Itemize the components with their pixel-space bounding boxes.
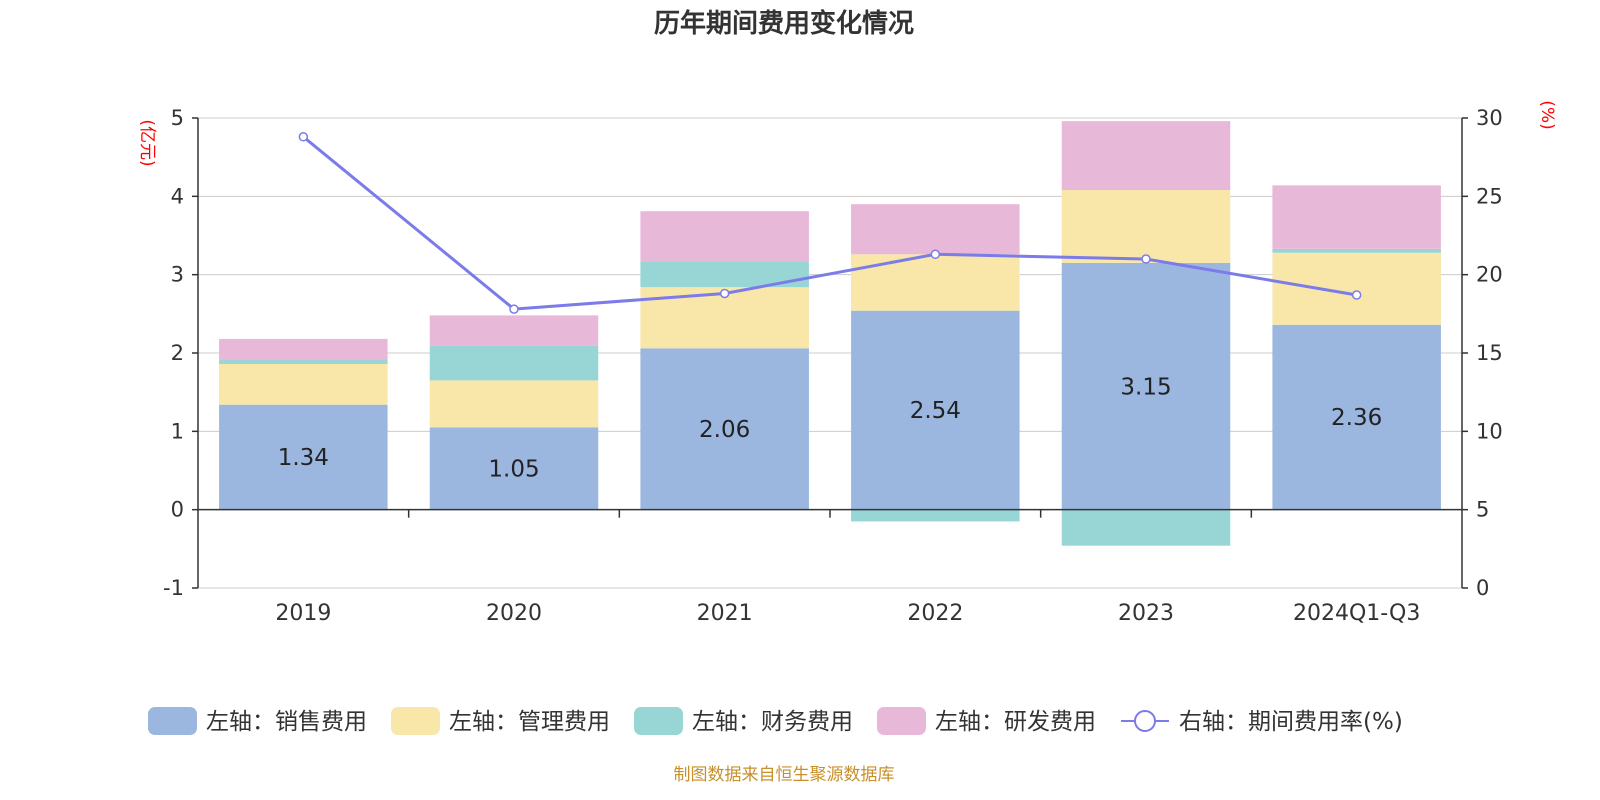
legend-label: 左轴：财务费用 <box>692 709 853 735</box>
rate-point <box>509 304 519 314</box>
bar-segment <box>1061 262 1231 510</box>
bar-segment <box>1061 509 1231 546</box>
data-label: 3.15 <box>1120 374 1171 400</box>
bar-segment <box>429 315 599 346</box>
legend-swatch <box>391 707 440 735</box>
rate-point <box>930 249 941 260</box>
bar-segment <box>429 380 599 428</box>
legend: 左轴：销售费用 左轴：管理费用 左轴：财务费用 左轴：研发费用 右轴：期间费用率(%) <box>148 707 1403 735</box>
data-label: 2.06 <box>699 417 750 443</box>
bar-segment <box>1272 248 1441 253</box>
category-label: 2024Q1-Q3 <box>1293 601 1420 626</box>
category-label: 2023 <box>1118 601 1174 626</box>
right-tick-label: 15 <box>1476 341 1503 365</box>
rate-point <box>298 132 309 142</box>
bar-segment <box>1061 190 1231 263</box>
left-tick-label: 4 <box>171 184 184 208</box>
category-label: 2021 <box>697 601 753 626</box>
bar-segment <box>1272 252 1441 325</box>
data-label: 2.54 <box>910 398 961 424</box>
rate-line <box>298 132 1362 314</box>
category-label: 2022 <box>907 601 963 626</box>
legend-label: 右轴：期间费用率(%) <box>1179 709 1403 735</box>
data-labels: 1.34 1.05 2.06 2.54 3.15 2.36 <box>278 374 1383 482</box>
right-tick-label: 25 <box>1476 184 1503 208</box>
bar-segment <box>219 360 388 364</box>
right-tick-label: 5 <box>1476 498 1489 522</box>
category-label: 2020 <box>486 601 542 626</box>
left-tick-label: 1 <box>171 419 184 443</box>
bar-segment <box>429 427 599 510</box>
legend-label: 左轴：销售费用 <box>206 709 367 735</box>
chart-title: 历年期间费用变化情况 <box>654 8 914 39</box>
bar-segment <box>219 338 388 361</box>
rate-point <box>1351 290 1362 300</box>
bar-segment <box>851 254 1020 311</box>
data-label: 1.05 <box>488 457 539 483</box>
left-tick-label: -1 <box>163 576 184 600</box>
left-axis-unit: (亿元) <box>137 119 157 166</box>
rate-point <box>1141 254 1151 264</box>
rate-point <box>719 288 730 299</box>
right-tick-label: 20 <box>1476 263 1503 287</box>
legend-line-marker <box>1134 710 1156 732</box>
data-label: 2.36 <box>1331 405 1382 431</box>
legend-swatch <box>877 707 926 735</box>
bar-segment <box>851 509 1020 522</box>
bar-segment <box>640 211 809 262</box>
legend-swatch <box>148 707 197 735</box>
rate-line-path <box>302 135 1357 311</box>
bar-segment <box>1061 121 1231 191</box>
data-label: 1.34 <box>278 445 329 471</box>
axes: -1 0 1 2 3 4 5 0 5 10 15 20 25 30 2019 2020 2021 2022 2023… <box>163 106 1503 626</box>
bar-segment <box>851 310 1020 510</box>
source-note: 制图数据来自恒生聚源数据库 <box>674 765 895 785</box>
bar-segment <box>851 204 1020 255</box>
left-tick-label: 0 <box>171 498 184 522</box>
bar-segment <box>219 404 388 510</box>
legend-label: 左轴：研发费用 <box>935 709 1096 735</box>
grid <box>198 117 1462 589</box>
bars <box>219 121 1441 546</box>
bar-segment <box>640 348 809 510</box>
bar-segment <box>429 345 599 381</box>
right-tick-label: 10 <box>1476 419 1503 443</box>
right-axis-unit: (%) <box>1537 100 1557 129</box>
right-tick-label: 0 <box>1476 576 1489 600</box>
right-tick-label: 30 <box>1476 106 1503 130</box>
bar-segment <box>219 363 388 405</box>
bar-segment <box>1272 324 1441 510</box>
left-tick-label: 3 <box>171 263 184 287</box>
category-label: 2019 <box>275 601 331 626</box>
legend-label: 左轴：管理费用 <box>449 709 610 735</box>
bar-segment <box>1272 185 1441 249</box>
legend-swatch <box>634 707 683 735</box>
left-tick-label: 5 <box>171 106 184 130</box>
left-tick-label: 2 <box>171 341 184 365</box>
